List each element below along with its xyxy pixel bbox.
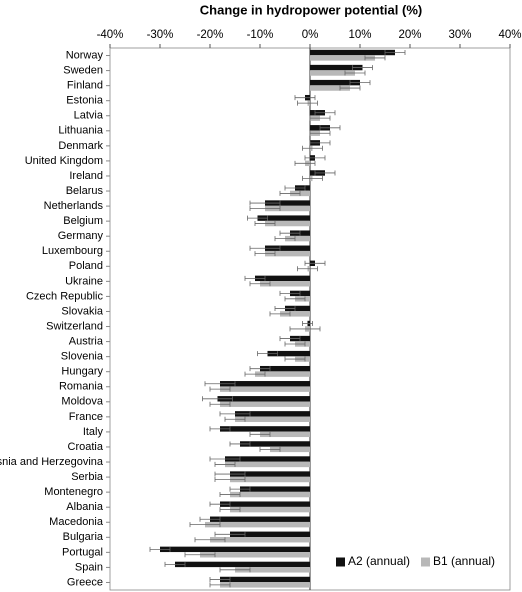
x-tick-label: 20% <box>398 29 421 41</box>
bar <box>225 461 310 468</box>
bar <box>310 79 360 86</box>
y-tick-label: Estonia <box>66 95 104 107</box>
y-tick-label: Finland <box>67 80 103 92</box>
bar <box>255 371 310 377</box>
x-tick-label: -40% <box>97 29 124 41</box>
bar <box>230 506 310 513</box>
bar <box>220 576 310 583</box>
y-tick-label: France <box>69 411 103 423</box>
y-tick-label: Greece <box>67 576 103 588</box>
bar <box>270 446 310 453</box>
bar <box>205 521 310 528</box>
x-tick-label: 40% <box>498 29 521 41</box>
y-tick-label: Slovenia <box>61 351 104 363</box>
bar <box>240 441 310 447</box>
chart-title: Change in hydropower potential (%) <box>200 2 422 17</box>
bar <box>220 381 310 387</box>
y-tick-label: Belarus <box>66 185 104 197</box>
y-tick-label: Portugal <box>62 546 103 558</box>
y-tick-label: Macedonia <box>49 516 104 528</box>
bar <box>230 531 310 538</box>
bar <box>310 70 355 76</box>
y-tick-label: Netherlands <box>44 200 104 212</box>
bar <box>310 85 350 91</box>
bar <box>265 250 310 257</box>
bar <box>235 411 310 417</box>
y-tick-label: Norway <box>66 49 104 61</box>
y-tick-label: Sweden <box>63 64 103 76</box>
y-tick-label: Ireland <box>69 170 103 182</box>
bar <box>310 49 395 56</box>
bar <box>280 311 310 317</box>
y-tick-label: Spain <box>75 561 103 573</box>
y-tick-label: Croatia <box>68 441 104 453</box>
bar <box>220 426 310 432</box>
bar <box>175 561 310 568</box>
bar <box>265 245 310 251</box>
y-tick-label: Denmark <box>58 140 103 152</box>
y-tick-label: United Kingdom <box>25 155 103 167</box>
bar <box>257 215 310 221</box>
bar <box>255 275 310 282</box>
bar <box>260 365 310 372</box>
bar <box>210 516 310 522</box>
bar <box>265 205 310 212</box>
x-tick-label: 10% <box>348 29 371 41</box>
x-tick-label: -10% <box>247 29 274 41</box>
y-tick-label: Poland <box>69 260 103 272</box>
y-tick-label: Bosnia and Herzegovina <box>0 456 104 468</box>
bar <box>260 431 310 438</box>
bar <box>265 220 310 227</box>
y-tick-label: Moldova <box>61 396 103 408</box>
y-tick-label: Lithuania <box>58 125 104 137</box>
bar <box>220 401 310 407</box>
bar <box>220 501 310 507</box>
bar <box>235 416 310 422</box>
y-tick-label: Italy <box>83 426 104 438</box>
bar <box>220 386 310 392</box>
bar <box>285 305 310 312</box>
bar <box>235 567 310 573</box>
bar <box>310 64 363 71</box>
bar <box>210 537 310 543</box>
x-tick-label: 0% <box>302 29 319 41</box>
y-tick-label: Romania <box>59 381 104 393</box>
y-tick-label: Albania <box>66 501 104 513</box>
y-tick-label: Germany <box>58 230 104 242</box>
y-tick-label: Austria <box>69 335 104 347</box>
y-tick-label: Montenegro <box>44 486 103 498</box>
bar <box>160 546 310 553</box>
x-tick-label: 30% <box>448 29 471 41</box>
y-tick-label: Luxembourg <box>42 245 103 257</box>
y-tick-label: Czech Republic <box>26 290 104 302</box>
bar <box>267 350 310 357</box>
legend-swatch <box>421 557 430 567</box>
x-tick-label: -30% <box>147 29 174 41</box>
bar <box>265 200 310 206</box>
bar <box>285 235 310 242</box>
legend-label: A2 (annual) <box>348 554 410 568</box>
y-tick-label: Ukraine <box>65 275 103 287</box>
x-tick-label: -20% <box>197 29 224 41</box>
bar <box>200 552 310 558</box>
y-tick-label: Hungary <box>61 366 103 378</box>
bar <box>230 476 310 483</box>
y-tick-label: Slovakia <box>61 305 103 317</box>
legend-label: B1 (annual) <box>433 554 495 568</box>
y-tick-label: Serbia <box>71 471 104 483</box>
y-tick-label: Switzerland <box>46 320 103 332</box>
bar <box>217 396 310 402</box>
bar <box>260 281 310 287</box>
y-tick-label: Latvia <box>74 110 104 122</box>
legend-swatch <box>336 557 345 567</box>
bar <box>240 486 310 492</box>
bar <box>220 582 310 588</box>
bar <box>225 456 310 462</box>
y-tick-label: Belgium <box>63 215 103 227</box>
bar <box>230 491 310 498</box>
y-tick-label: Bulgaria <box>63 531 104 543</box>
bar <box>310 55 375 61</box>
bar <box>230 471 310 477</box>
